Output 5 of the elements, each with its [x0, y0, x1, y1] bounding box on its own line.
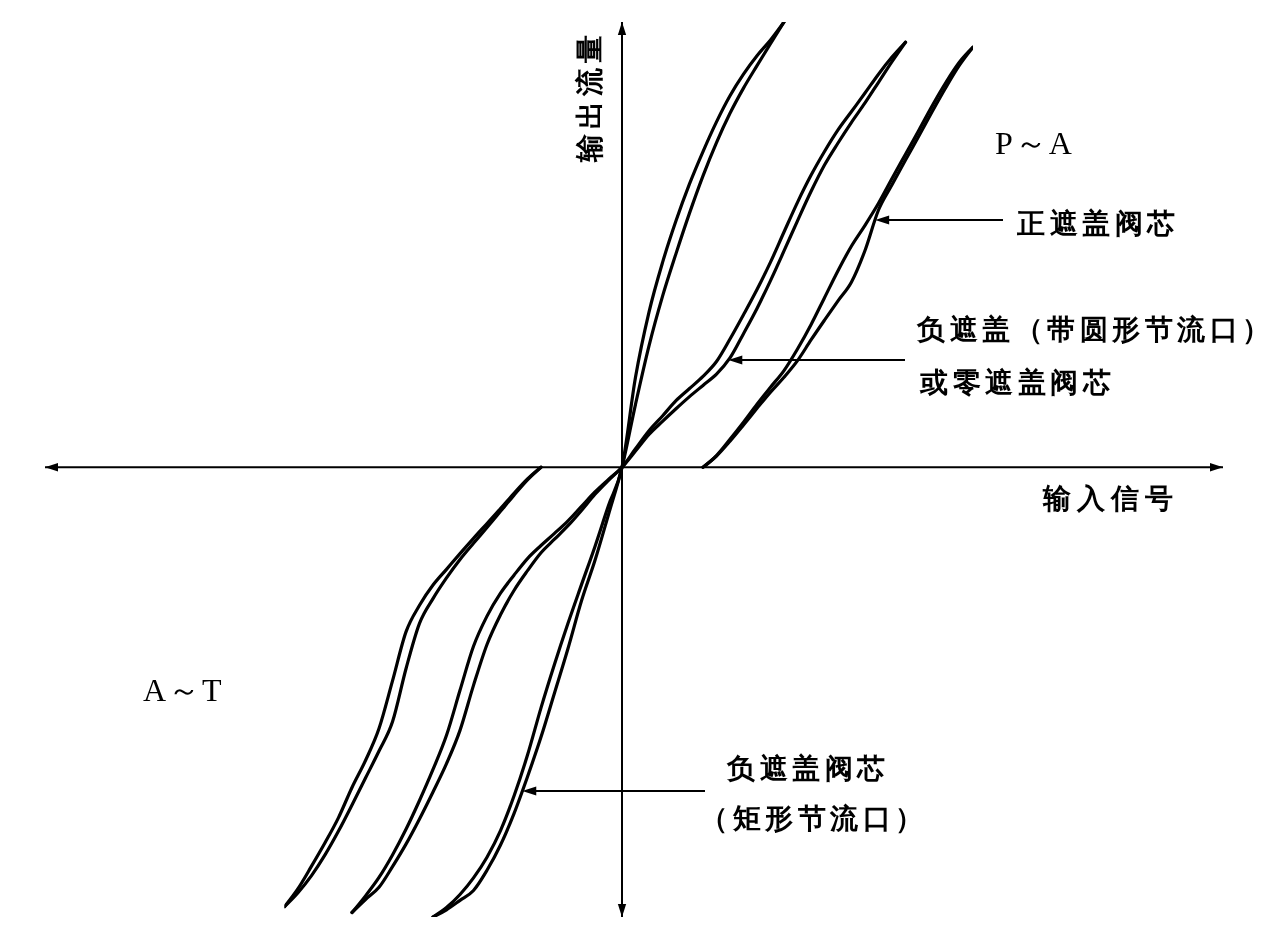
annotation: 负遮盖（带圆形节流口）或零遮盖阀芯: [916, 312, 1275, 399]
x-axis-title: 输入信号: [1042, 481, 1179, 515]
text: 正遮盖阀芯: [1016, 206, 1180, 240]
text: A～T: [143, 672, 224, 708]
text: P～A: [995, 125, 1074, 161]
